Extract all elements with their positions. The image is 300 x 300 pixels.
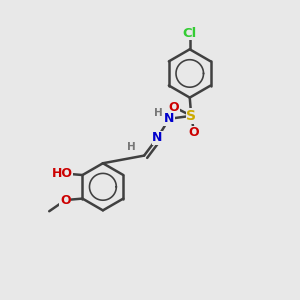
Text: O: O	[169, 100, 179, 113]
Text: O: O	[60, 194, 71, 207]
Text: S: S	[186, 109, 196, 123]
Text: O: O	[189, 126, 200, 140]
Text: Cl: Cl	[183, 27, 197, 40]
Text: H: H	[154, 109, 163, 118]
Text: HO: HO	[51, 167, 72, 180]
Text: N: N	[164, 112, 174, 125]
Text: N: N	[152, 131, 163, 144]
Text: H: H	[128, 142, 136, 152]
